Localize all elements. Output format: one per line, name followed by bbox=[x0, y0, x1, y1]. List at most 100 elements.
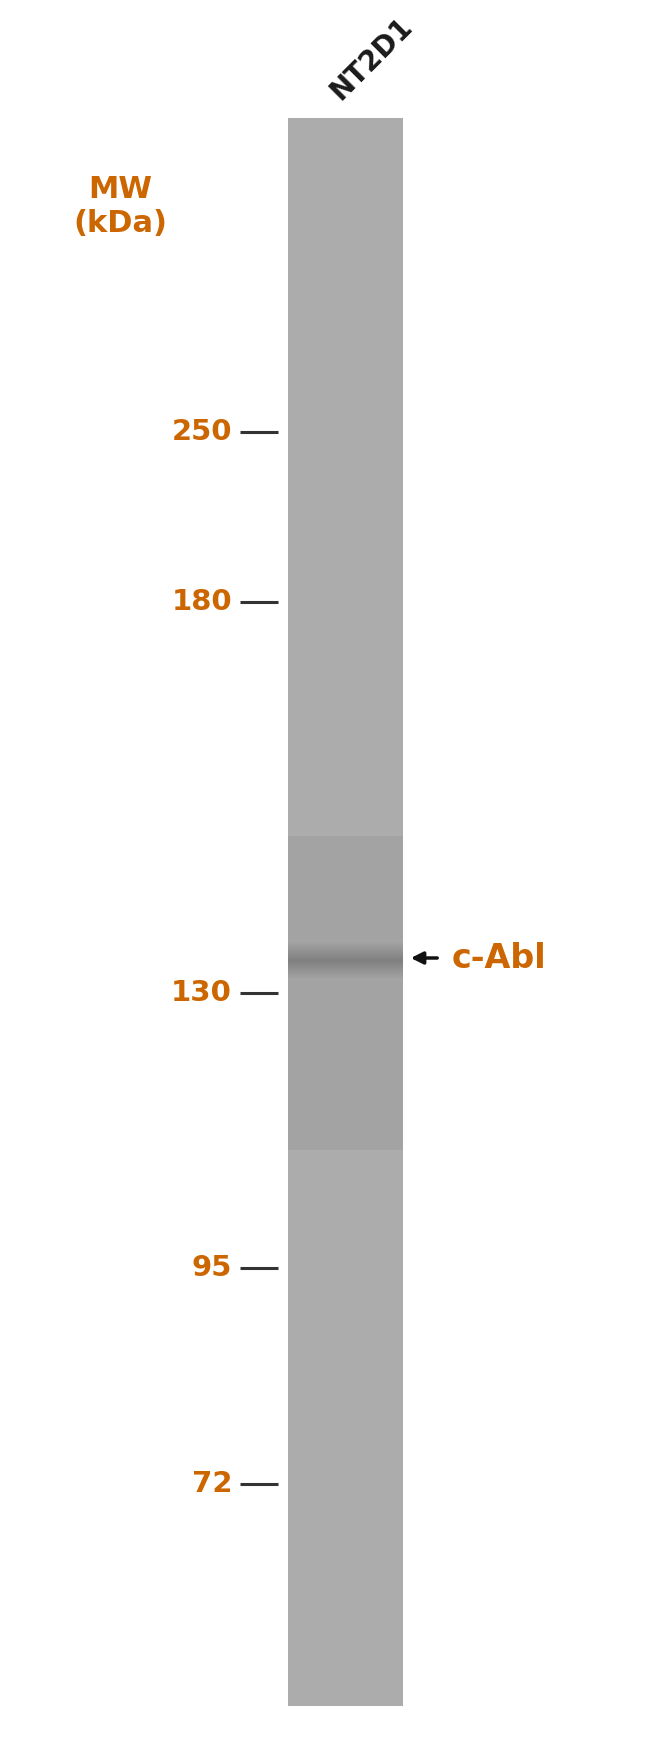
Bar bbox=[288, 666, 403, 671]
Bar bbox=[288, 1416, 403, 1421]
Bar bbox=[288, 682, 403, 687]
Bar bbox=[288, 1232, 403, 1238]
Bar bbox=[288, 626, 403, 631]
Bar bbox=[288, 1411, 403, 1416]
Bar bbox=[288, 472, 403, 475]
Bar bbox=[288, 1308, 403, 1313]
Bar bbox=[288, 547, 403, 551]
Bar bbox=[288, 1669, 403, 1675]
Bar bbox=[288, 301, 403, 306]
Bar bbox=[288, 495, 403, 500]
Bar bbox=[288, 1169, 403, 1175]
Bar bbox=[288, 217, 403, 222]
Bar bbox=[288, 1439, 403, 1444]
Bar bbox=[288, 439, 403, 444]
Bar bbox=[288, 1129, 403, 1134]
Bar bbox=[288, 701, 403, 706]
Bar bbox=[288, 764, 403, 769]
Bar bbox=[288, 142, 403, 147]
Bar bbox=[288, 851, 403, 857]
Bar bbox=[288, 1626, 403, 1631]
Bar bbox=[288, 491, 403, 496]
Bar bbox=[288, 119, 403, 122]
Bar bbox=[288, 614, 403, 619]
Bar bbox=[288, 704, 403, 710]
Bar bbox=[288, 213, 403, 218]
Bar bbox=[288, 1351, 403, 1356]
Bar bbox=[288, 376, 403, 381]
Bar bbox=[288, 884, 403, 888]
Bar bbox=[288, 741, 403, 746]
Bar bbox=[288, 400, 403, 404]
Bar bbox=[288, 1467, 403, 1472]
Bar bbox=[288, 1297, 403, 1301]
Bar bbox=[288, 135, 403, 138]
Bar bbox=[288, 1470, 403, 1475]
Bar bbox=[288, 201, 403, 206]
Bar bbox=[288, 797, 403, 801]
Bar bbox=[288, 760, 403, 766]
Bar bbox=[288, 542, 403, 547]
Bar bbox=[288, 1641, 403, 1647]
Bar bbox=[288, 638, 403, 643]
Bar bbox=[288, 360, 403, 365]
Bar bbox=[288, 367, 403, 372]
Bar bbox=[288, 336, 403, 341]
Bar bbox=[288, 657, 403, 662]
Bar bbox=[288, 1498, 403, 1503]
Bar bbox=[288, 297, 403, 301]
Bar bbox=[288, 341, 403, 344]
Bar bbox=[288, 669, 403, 675]
Bar bbox=[288, 1035, 403, 1040]
Bar bbox=[288, 1585, 403, 1591]
Bar bbox=[288, 1241, 403, 1246]
Bar bbox=[288, 1661, 403, 1666]
Bar bbox=[288, 566, 403, 572]
Bar bbox=[288, 241, 403, 246]
Bar bbox=[288, 685, 403, 690]
Bar bbox=[288, 1388, 403, 1393]
Bar bbox=[288, 1288, 403, 1294]
Bar bbox=[288, 1542, 403, 1547]
Bar bbox=[288, 428, 403, 432]
Bar bbox=[288, 385, 403, 388]
Bar bbox=[288, 610, 403, 615]
Bar bbox=[288, 269, 403, 274]
Bar bbox=[288, 757, 403, 762]
Bar bbox=[288, 1563, 403, 1568]
Bar bbox=[288, 1079, 403, 1084]
Bar bbox=[288, 1182, 403, 1187]
Bar bbox=[288, 1126, 403, 1131]
Bar bbox=[288, 1145, 403, 1150]
Bar bbox=[288, 451, 403, 456]
Bar bbox=[288, 1023, 403, 1028]
Bar bbox=[288, 860, 403, 865]
Bar bbox=[288, 1460, 403, 1465]
Bar bbox=[288, 205, 403, 210]
Bar bbox=[288, 292, 403, 297]
Bar bbox=[288, 725, 403, 731]
Text: 180: 180 bbox=[172, 587, 232, 615]
Bar bbox=[288, 1645, 403, 1650]
Bar bbox=[288, 1292, 403, 1297]
Bar bbox=[288, 579, 403, 584]
Bar bbox=[288, 916, 403, 921]
Bar bbox=[288, 229, 403, 234]
Bar bbox=[288, 1316, 403, 1321]
Bar bbox=[288, 944, 403, 947]
Bar bbox=[288, 454, 403, 460]
Bar bbox=[288, 554, 403, 559]
Bar bbox=[288, 1694, 403, 1697]
Bar bbox=[288, 622, 403, 628]
Bar bbox=[288, 1638, 403, 1643]
Bar bbox=[288, 1634, 403, 1638]
Bar bbox=[288, 591, 403, 594]
Bar bbox=[288, 836, 403, 841]
Bar bbox=[288, 1689, 403, 1694]
Bar bbox=[288, 166, 403, 171]
Text: MW
(kDa): MW (kDa) bbox=[73, 175, 167, 238]
Bar bbox=[288, 248, 403, 253]
Bar bbox=[288, 1510, 403, 1516]
Bar bbox=[288, 1257, 403, 1262]
Bar bbox=[288, 1503, 403, 1507]
